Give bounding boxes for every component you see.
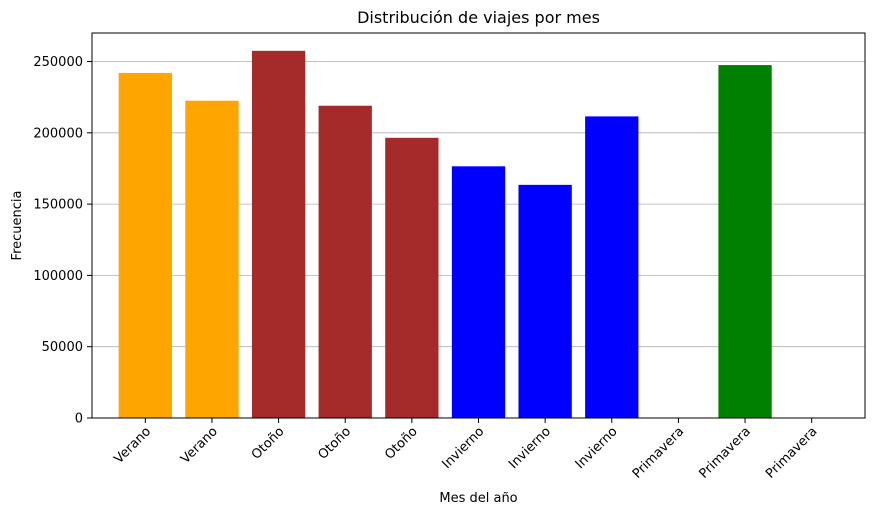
y-tick-label: 150000 bbox=[33, 198, 83, 213]
y-axis-ticks: 0 50000 100000 150000 200000 250000 bbox=[33, 55, 92, 427]
bar bbox=[451, 166, 506, 418]
bar bbox=[185, 100, 239, 419]
bar bbox=[118, 72, 172, 418]
y-tick-label: 250000 bbox=[33, 55, 83, 70]
y-tick-label: 50000 bbox=[42, 340, 83, 355]
x-tick-label: Otoño bbox=[382, 424, 421, 463]
bar bbox=[251, 50, 306, 419]
y-axis-label: Frecuencia bbox=[10, 191, 25, 261]
y-tick-label: 200000 bbox=[33, 126, 83, 141]
x-tick-label: Invierno bbox=[439, 424, 487, 472]
y-tick-label: 0 bbox=[75, 412, 83, 427]
bar bbox=[718, 65, 772, 418]
bars bbox=[118, 50, 772, 419]
x-tick-label: Invierno bbox=[573, 424, 621, 472]
bar bbox=[385, 137, 439, 419]
y-tick-label: 100000 bbox=[33, 269, 83, 284]
x-tick-label: Primavera bbox=[696, 424, 753, 481]
bar bbox=[518, 184, 572, 418]
x-tick-label: Invierno bbox=[506, 424, 554, 472]
bar bbox=[585, 116, 639, 419]
bar bbox=[318, 105, 372, 418]
x-axis-label: Mes del año bbox=[439, 491, 517, 506]
chart-title: Distribución de viajes por mes bbox=[357, 8, 600, 27]
x-tick-label: Primavera bbox=[763, 424, 820, 481]
x-tick-label: Otoño bbox=[316, 424, 355, 463]
x-tick-label: Otoño bbox=[249, 424, 288, 463]
x-axis-ticks: Verano Verano Otoño Otoño Otoño Invierno Invie… bbox=[111, 418, 821, 482]
x-tick-label: Primavera bbox=[630, 424, 687, 481]
x-tick-label: Verano bbox=[178, 424, 221, 467]
x-tick-label: Verano bbox=[111, 424, 154, 467]
